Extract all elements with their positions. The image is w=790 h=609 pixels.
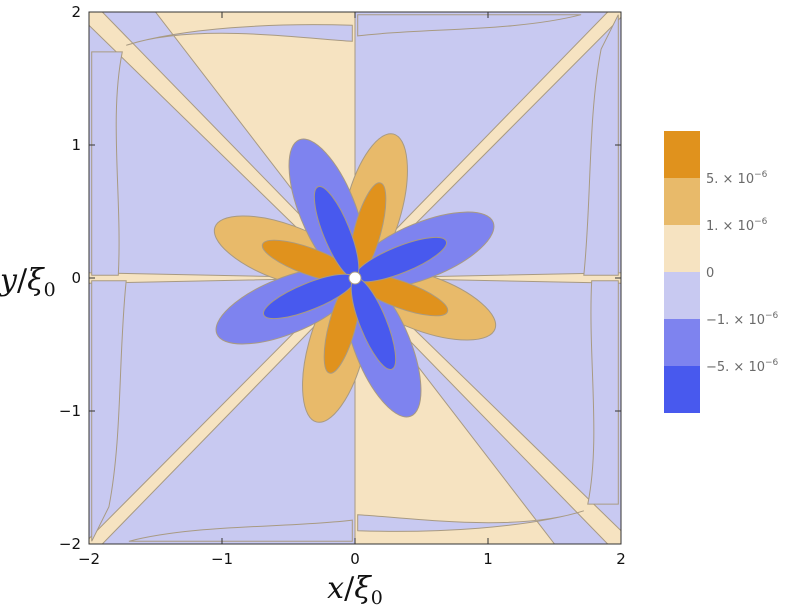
- contour-field: [89, 12, 621, 544]
- neg-sector-q2-upper: [101, 12, 356, 272]
- y-tick-label: 2: [71, 3, 81, 21]
- colorbar-label: 1. × 10−6: [706, 217, 768, 234]
- neg-edge-top-left: [126, 24, 353, 46]
- x-tick-label: −1: [211, 550, 233, 568]
- colorbar-band-2: [664, 225, 700, 272]
- neg-edge-bottom-left: [128, 519, 353, 542]
- colorbar-band-1: [664, 178, 700, 225]
- colorbar-label: 5. × 10−6: [706, 170, 768, 187]
- neg-sector-q1-lower: [360, 16, 621, 279]
- neg-sector-q3-upper: [89, 277, 350, 540]
- colorbar-band-0: [664, 131, 700, 178]
- neg-sector-q4-upper: [360, 277, 621, 532]
- y-tick-label: −1: [59, 402, 81, 420]
- neg-edge-right-top: [583, 14, 619, 276]
- x-axis-ticks: −2 −1 0 1 2: [78, 12, 626, 568]
- colorbar-label: 0: [706, 266, 714, 281]
- y-axis-ticks: −2 −1 0 1 2: [59, 3, 621, 553]
- neg-edge-right-bottom: [587, 280, 619, 505]
- colorbar-band-4: [664, 319, 700, 366]
- x-tick-label: 1: [483, 550, 493, 568]
- neg-sector-q4-lower: [354, 284, 609, 544]
- x-tick-label: −2: [78, 550, 100, 568]
- colorbar-band-3: [664, 272, 700, 319]
- neg-edge-top-right: [357, 14, 582, 37]
- colorbar-label: −1. × 10−6: [706, 311, 779, 328]
- y-tick-label: 0: [71, 269, 81, 287]
- neg-edge-left-top: [91, 51, 123, 276]
- neg-sector-q3-lower: [101, 283, 356, 544]
- x-tick-label: 2: [616, 550, 626, 568]
- y-tick-label: −2: [59, 535, 81, 553]
- neg-sector-q1-upper: [354, 12, 609, 273]
- neg-edge-left-bottom: [91, 280, 127, 542]
- colorbar-legend: 5. × 10−6 1. × 10−6 0 −1. × 10−6 −5. × 10−6: [664, 131, 779, 413]
- colorbar-label: −5. × 10−6: [706, 358, 779, 375]
- origin-singularity: [348, 271, 362, 285]
- x-axis-label: x/ξ0: [327, 571, 383, 609]
- neg-edge-bottom-right: [357, 510, 584, 532]
- neg-sector-q2-lower: [89, 24, 350, 279]
- x-tick-label: 0: [350, 550, 360, 568]
- y-tick-label: 1: [71, 136, 81, 154]
- colorbar-band-5: [664, 366, 700, 413]
- y-axis-label: y/ξ0: [0, 263, 56, 301]
